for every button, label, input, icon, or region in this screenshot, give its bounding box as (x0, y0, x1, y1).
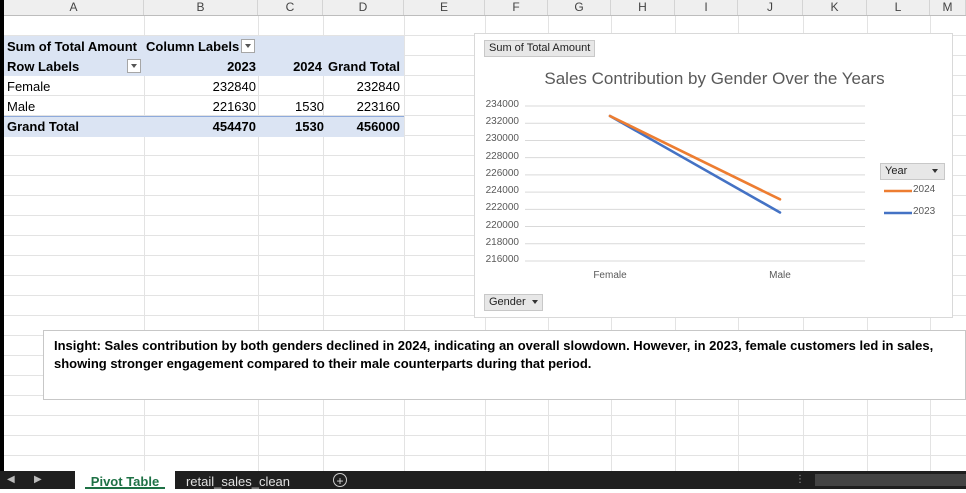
pivot-header-grand-total[interactable]: Grand Total (328, 59, 400, 74)
column-header-d[interactable]: D (323, 0, 404, 15)
column-header-i[interactable]: I (675, 0, 738, 15)
column-filter-dropdown-icon[interactable] (241, 39, 255, 53)
column-header-j[interactable]: J (738, 0, 803, 15)
legend-field-button[interactable]: Year (880, 163, 945, 180)
pivot-cell[interactable]: 1530 (295, 119, 324, 134)
y-tick-label: 230000 (485, 133, 519, 145)
add-sheet-icon[interactable]: + (333, 473, 347, 488)
pivot-cell[interactable]: 232840 (212, 79, 256, 94)
tab-retail-sales-clean[interactable]: retail_sales_clean (185, 474, 291, 489)
pivot-grand-total-label[interactable]: Grand Total (7, 119, 79, 134)
more-options-icon[interactable]: ⋮ (795, 474, 805, 485)
axis-field-button[interactable]: Gender (484, 294, 543, 311)
pivot-chart[interactable]: Sum of Total Amount Sales Contribution b… (474, 33, 953, 318)
pivot-header-2023[interactable]: 2023 (227, 59, 256, 74)
pivot-row-labels[interactable]: Row Labels (7, 59, 80, 74)
pivot-cell[interactable]: 221630 (212, 99, 256, 114)
pivot-column-labels[interactable]: Column Labels (146, 39, 240, 54)
pivot-header-band (4, 36, 404, 76)
legend-field-label: Year (885, 165, 908, 177)
pivot-cell[interactable]: 454470 (212, 119, 256, 134)
pivot-cell[interactable]: 223160 (356, 99, 400, 114)
pivot-row-label[interactable]: Female (7, 79, 51, 94)
legend-entry-2024[interactable]: 2024 (913, 184, 936, 195)
axis-field-label: Gender (489, 296, 526, 308)
series-line-2024[interactable] (608, 114, 782, 201)
y-tick-label: 222000 (485, 202, 519, 214)
row-header-strip (0, 0, 4, 472)
row-filter-dropdown-icon[interactable] (127, 59, 141, 73)
chart-plot-area[interactable] (475, 34, 954, 319)
column-header-bar: A B C D E F G H I J K L M (0, 0, 966, 16)
y-tick-label: 218000 (485, 236, 519, 248)
tab-pivot-table[interactable]: Pivot Table (75, 471, 175, 489)
legend-entry-2023[interactable]: 2023 (913, 206, 936, 217)
insight-text-box[interactable]: Insight: Sales contribution by both gend… (43, 330, 966, 400)
column-header-b[interactable]: B (144, 0, 258, 15)
column-header-k[interactable]: K (803, 0, 867, 15)
column-header-m[interactable]: M (930, 0, 966, 15)
column-header-h[interactable]: H (611, 0, 675, 15)
column-header-f[interactable]: F (485, 0, 548, 15)
pivot-header-2024[interactable]: 2024 (293, 59, 322, 74)
chevron-down-icon (932, 169, 938, 173)
y-tick-label: 228000 (485, 150, 519, 162)
y-tick-label: 220000 (485, 219, 519, 231)
next-sheet-icon[interactable]: ▶ (34, 474, 42, 485)
column-header-l[interactable]: L (867, 0, 930, 15)
pivot-total-band (4, 116, 404, 137)
horizontal-scrollbar[interactable] (815, 474, 966, 486)
pivot-cell[interactable]: 1530 (295, 99, 324, 114)
y-tick-label: 226000 (485, 167, 519, 179)
y-tick-label: 216000 (485, 254, 519, 265)
y-tick-label: 234000 (485, 99, 519, 110)
x-tick-label: Male (769, 270, 791, 281)
y-tick-label: 224000 (485, 185, 519, 197)
pivot-values-label[interactable]: Sum of Total Amount (7, 39, 137, 54)
column-header-c[interactable]: C (258, 0, 323, 15)
value-field-button[interactable]: Sum of Total Amount (484, 40, 596, 57)
sheet-tab-bar: ◀ ▶ Pivot Table retail_sales_clean + ⋮ (0, 471, 966, 489)
pivot-row-label[interactable]: Male (7, 99, 36, 114)
pivot-cell[interactable]: 456000 (356, 119, 400, 134)
column-header-e[interactable]: E (404, 0, 485, 15)
column-header-g[interactable]: G (548, 0, 611, 15)
pivot-cell[interactable]: 232840 (356, 79, 400, 94)
series-line-2023[interactable] (608, 114, 782, 214)
column-header-a[interactable]: A (4, 0, 144, 15)
x-tick-label: Female (593, 270, 627, 281)
prev-sheet-icon[interactable]: ◀ (7, 474, 15, 485)
y-tick-label: 232000 (485, 116, 519, 128)
chart-title[interactable]: Sales Contribution by Gender Over the Ye… (544, 69, 885, 88)
chevron-down-icon (531, 300, 538, 304)
